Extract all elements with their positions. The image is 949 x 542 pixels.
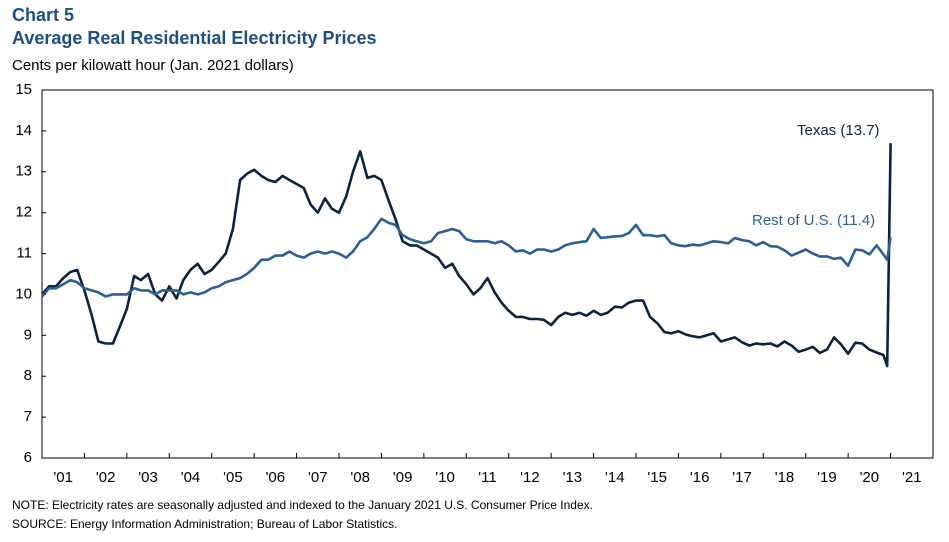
x-tick-label: '19 <box>817 469 837 486</box>
source: SOURCE: Energy Information Administratio… <box>12 517 398 531</box>
x-tick-label: '12 <box>520 469 540 486</box>
x-tick-label: '17 <box>732 469 752 486</box>
x-tick-label: '14 <box>605 469 625 486</box>
y-tick-label: 8 <box>24 367 32 384</box>
y-tick-label: 12 <box>15 204 32 221</box>
x-tick-label: '13 <box>563 469 583 486</box>
y-tick-label: 15 <box>15 81 32 98</box>
y-axis-label: Cents per kilowatt hour (Jan. 2021 dolla… <box>12 57 294 74</box>
chart-subtitle: Average Real Residential Electricity Pri… <box>12 28 377 48</box>
x-tick-label: '10 <box>435 469 455 486</box>
y-tick-label: 6 <box>24 449 32 466</box>
x-tick-label: '18 <box>775 469 795 486</box>
y-tick-label: 7 <box>24 408 32 425</box>
us-annotation: Rest of U.S. (11.4) <box>752 212 875 229</box>
x-tick-label: '01 <box>53 469 73 486</box>
y-tick-label: 13 <box>15 163 32 180</box>
x-tick-label: '16 <box>690 469 710 486</box>
x-tick-label: '15 <box>647 469 667 486</box>
x-tick-label: '11 <box>478 469 496 486</box>
y-tick-label: 10 <box>15 285 32 302</box>
texas-annotation: Texas (13.7) <box>797 122 880 139</box>
y-tick-label: 11 <box>16 245 32 262</box>
x-tick-label: '20 <box>860 469 880 486</box>
y-tick-label: 14 <box>15 122 32 139</box>
x-tick-label: '07 <box>308 469 328 486</box>
x-tick-label: '08 <box>350 469 370 486</box>
x-tick-label: '21 <box>902 469 922 486</box>
x-tick-label: '06 <box>266 469 286 486</box>
y-tick-label: 9 <box>24 326 32 343</box>
plot-frame <box>41 89 934 459</box>
x-tick-label: '03 <box>138 469 158 486</box>
chart-title: Chart 5 <box>12 5 74 25</box>
series-line <box>41 143 892 368</box>
x-tick-label: '02 <box>96 469 116 486</box>
x-tick-label: '04 <box>181 469 201 486</box>
x-tick-label: '05 <box>223 469 243 486</box>
x-tick-label: '09 <box>393 469 413 486</box>
note: NOTE: Electricity rates are seasonally a… <box>12 498 593 512</box>
series-line <box>41 217 892 298</box>
